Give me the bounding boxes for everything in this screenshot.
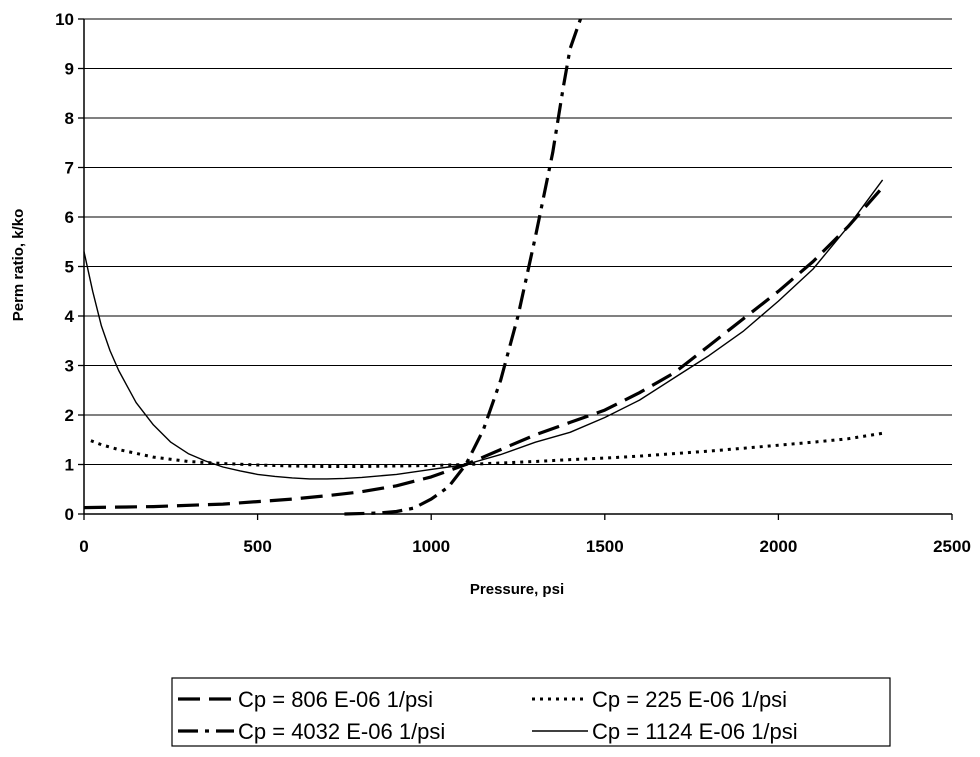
gridlines <box>84 18 952 465</box>
legend-label-1: Cp = 225 E-06 1/psi <box>592 687 787 712</box>
x-tick-label: 500 <box>243 537 271 556</box>
y-tick-label: 7 <box>65 159 74 178</box>
legend-label-0: Cp = 806 E-06 1/psi <box>238 687 433 712</box>
axes <box>78 18 953 520</box>
legend: Cp = 806 E-06 1/psi Cp = 225 E-06 1/psi Cp… <box>171 677 891 747</box>
y-tick-label: 3 <box>65 357 74 376</box>
series-line-3 <box>83 179 884 480</box>
y-tick-label: 2 <box>65 406 74 425</box>
x-tick-label: 1500 <box>586 537 624 556</box>
x-tick-label: 2500 <box>933 537 971 556</box>
legend-box <box>171 677 891 747</box>
y-tick-label: 9 <box>65 60 74 79</box>
y-tick-labels: 0 1 2 3 4 5 6 7 8 9 10 <box>55 10 74 524</box>
y-tick-label: 6 <box>65 208 74 227</box>
legend-label-2: Cp = 4032 E-06 1/psi <box>238 719 445 744</box>
series-line-0 <box>83 186 884 510</box>
x-tick-label: 0 <box>79 537 88 556</box>
y-tick-label: 8 <box>65 109 74 128</box>
x-tick-labels: 0 500 1000 1500 2000 2500 <box>79 537 971 556</box>
legend-label-3: Cp = 1124 E-06 1/psi <box>592 719 798 744</box>
y-tick-label: 10 <box>55 10 74 29</box>
x-tick-label: 2000 <box>759 537 797 556</box>
x-axis-title: Pressure, psi <box>470 581 564 598</box>
x-tick-label: 1000 <box>412 537 450 556</box>
y-tick-label: 1 <box>65 456 74 475</box>
series-line-1 <box>90 431 883 468</box>
y-tick-label: 4 <box>65 307 75 326</box>
y-tick-label: 5 <box>65 258 74 277</box>
series-lines <box>83 18 884 516</box>
y-tick-label: 0 <box>65 505 74 524</box>
series-line-2 <box>344 18 583 516</box>
y-axis-title: Perm ratio, k/ko <box>10 209 27 322</box>
